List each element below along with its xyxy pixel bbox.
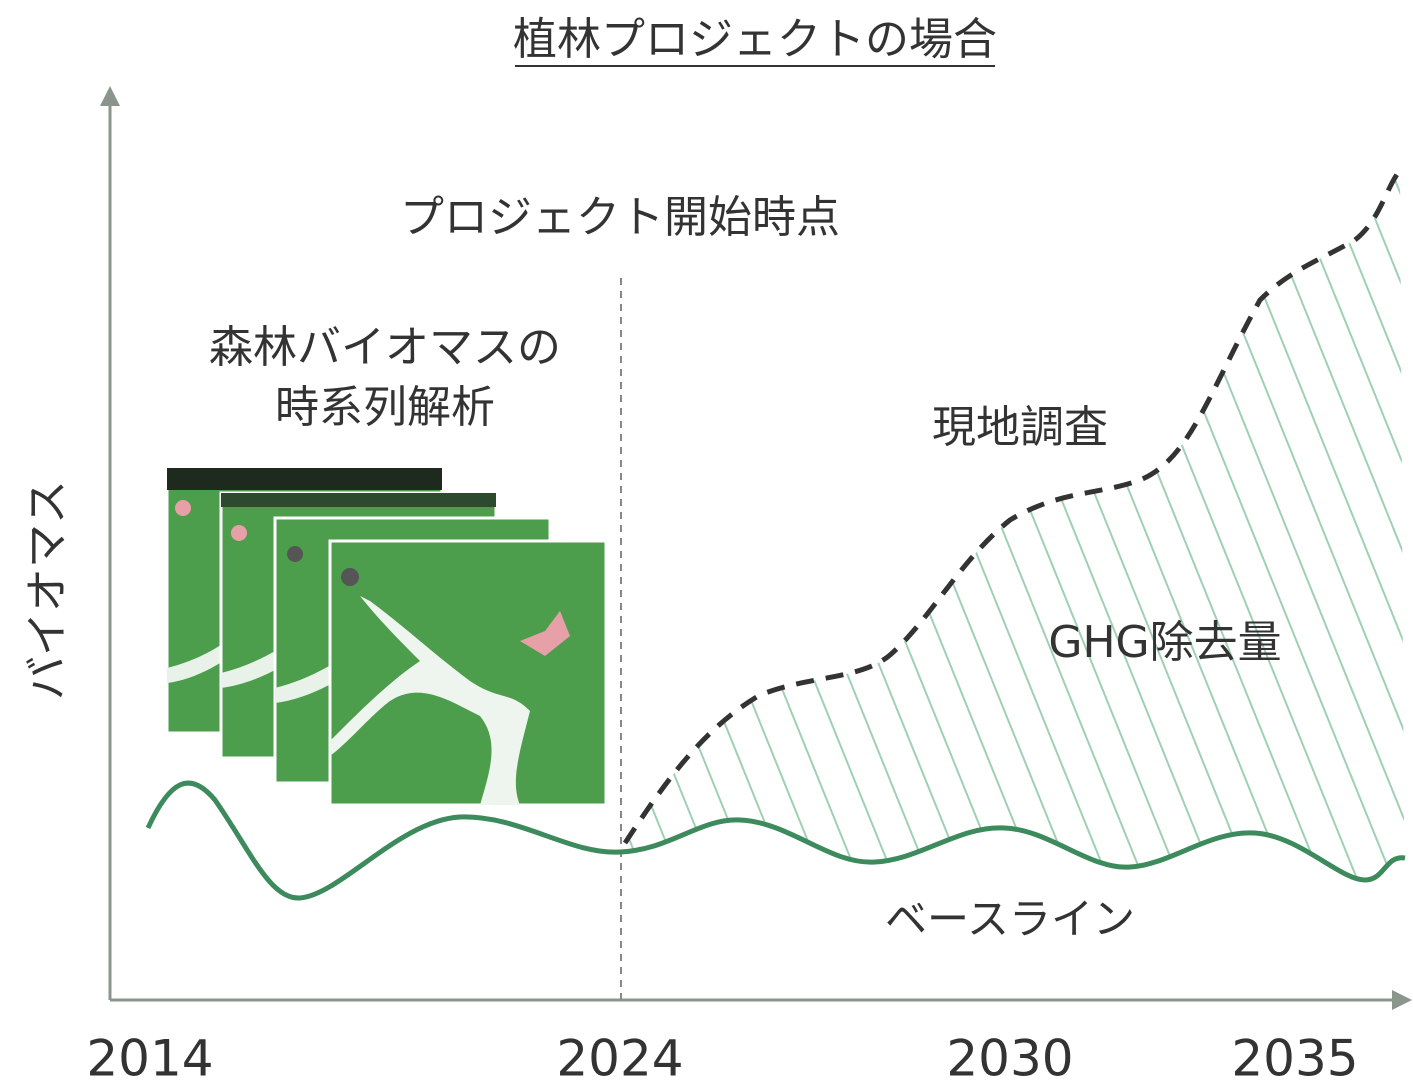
title: 植林プロジェクトの場合 <box>513 14 997 65</box>
x-label: 2035 <box>1231 1030 1358 1088</box>
satellite-images <box>167 468 606 805</box>
diagram: 植林プロジェクトの場合 バイオマス プロジェクト開始時点 森林バイオマスの 時系… <box>0 0 1413 1091</box>
y-axis-arrow <box>100 86 120 106</box>
y-axis-label: バイオマス <box>22 480 73 700</box>
analysis-label: 時系列解析 <box>275 382 495 433</box>
x-label: 2030 <box>946 1030 1073 1088</box>
survey-label: 現地調査 <box>932 402 1108 453</box>
x-label: 2024 <box>556 1030 683 1088</box>
x-label: 2014 <box>86 1030 213 1088</box>
analysis-label: 森林バイオマスの <box>209 322 561 373</box>
satellite-image <box>330 541 606 805</box>
removal-label: GHG除去量 <box>1048 617 1281 668</box>
baseline-label: ベースライン <box>885 895 1135 944</box>
